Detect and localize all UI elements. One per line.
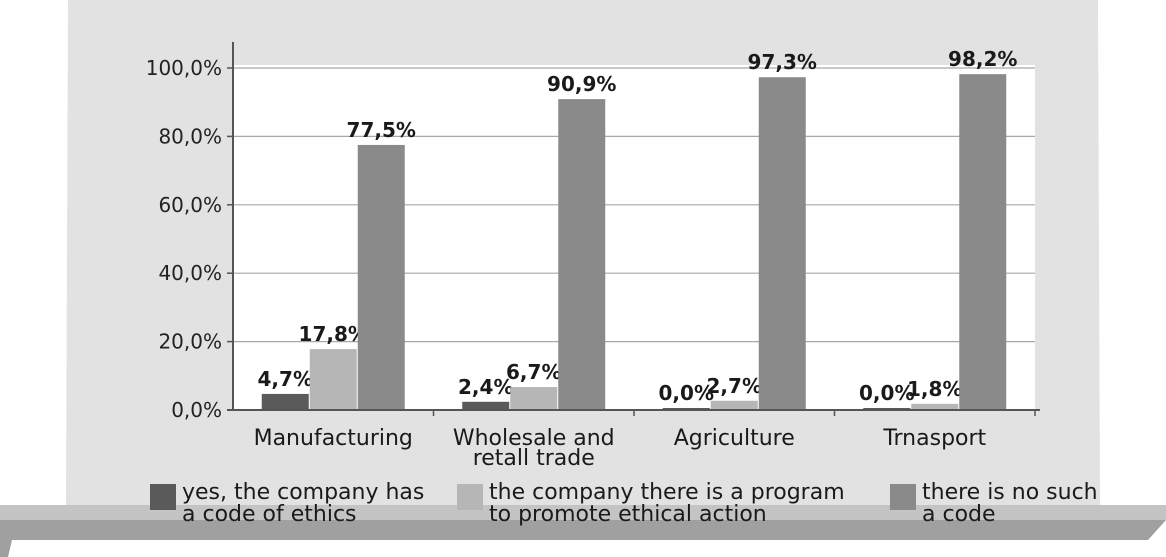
shelf-fold: [0, 520, 1166, 557]
y-tick-label: 100,0%: [146, 56, 222, 80]
legend-item: the company there is a program to promot…: [457, 482, 845, 526]
data-label: 97,3%: [748, 50, 817, 74]
data-label: 17,8%: [299, 322, 368, 346]
legend-label: there is no such a code: [922, 480, 1098, 527]
data-label: 0,0%: [859, 381, 914, 405]
legend-label: the company there is a program to promot…: [489, 480, 845, 527]
y-tick-label: 20,0%: [158, 330, 222, 354]
legend-swatch: [890, 484, 916, 510]
bar: [710, 400, 758, 410]
x-tick-label: Wholesale and retall trade: [453, 426, 615, 471]
legend-item: there is no such a code: [890, 482, 1098, 526]
x-tick-label: Trnasport: [882, 426, 986, 451]
bar: [959, 74, 1007, 410]
bar: [558, 99, 606, 410]
y-axis: 0,0% 20,0% 40,0% 60,0% 80,0% 100,0%: [146, 42, 234, 422]
bar: [510, 387, 558, 410]
bar: [462, 401, 510, 410]
x-tick-label: Agriculture: [674, 426, 795, 451]
data-label: 77,5%: [347, 118, 416, 142]
data-label: 4,7%: [258, 367, 313, 391]
bar: [758, 77, 806, 410]
data-label: 98,2%: [948, 47, 1017, 71]
bars: 4,7%17,8%77,5%2,4%6,7%90,9%0,0%2,7%97,3%…: [258, 47, 1017, 410]
y-tick-label: 40,0%: [158, 261, 222, 285]
bar: [357, 144, 405, 410]
shelf-base: [0, 505, 1166, 520]
legend-item: yes, the company has a code of ethics: [150, 482, 424, 526]
y-tick-label: 0,0%: [171, 398, 222, 422]
bar: [911, 403, 959, 410]
x-axis: Manufacturing Wholesale and retall trade Ag…: [227, 409, 1040, 471]
data-label: 2,7%: [707, 374, 762, 398]
data-label: 0,0%: [659, 381, 714, 405]
legend-swatch: [150, 484, 176, 510]
bar: [261, 393, 309, 410]
legend-swatch: [457, 484, 483, 510]
data-label: 1,8%: [907, 377, 962, 401]
y-tick-label: 60,0%: [158, 193, 222, 217]
x-tick-label: Manufacturing: [254, 426, 413, 451]
bar: [309, 349, 357, 410]
y-tick-label: 80,0%: [158, 124, 222, 148]
data-label: 2,4%: [458, 375, 513, 399]
legend-label: yes, the company has a code of ethics: [182, 480, 425, 527]
data-label: 6,7%: [506, 360, 561, 384]
data-label: 90,9%: [547, 72, 616, 96]
